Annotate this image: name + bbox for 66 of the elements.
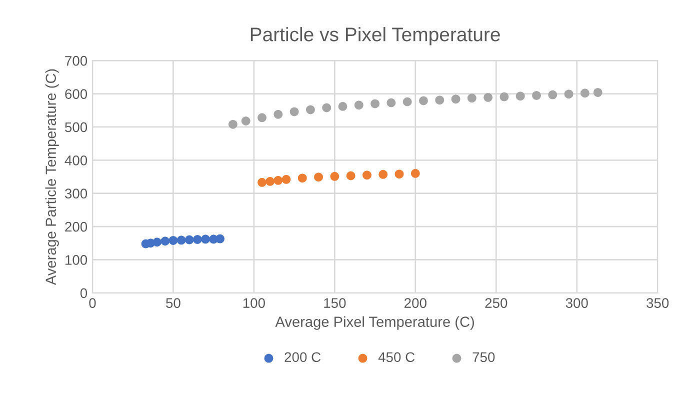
x-tick-label: 50: [166, 298, 180, 308]
point: [500, 92, 509, 102]
point: [532, 90, 541, 100]
y-tick-label: 700: [65, 56, 88, 66]
point: [410, 168, 420, 178]
y-tick-label: 0: [80, 288, 88, 298]
point: [228, 120, 238, 129]
y-tick-label: 500: [65, 122, 88, 132]
point: [258, 178, 267, 187]
y-tick-label: 200: [65, 222, 88, 232]
x-tick-label: 300: [566, 298, 588, 308]
point: [266, 176, 275, 186]
point: [216, 234, 225, 244]
point: [564, 90, 574, 99]
point: [330, 172, 340, 181]
x-tick-label: 150: [324, 298, 346, 308]
point: [274, 176, 283, 185]
point: [338, 102, 348, 111]
point: [160, 236, 170, 246]
point: [451, 94, 460, 104]
point: [484, 92, 493, 102]
point: [241, 116, 250, 126]
point: [274, 110, 283, 119]
x-axis-title: Average Pixel Temperature (C): [275, 316, 474, 330]
point: [168, 236, 178, 245]
point: [258, 113, 267, 122]
legend-label: 200 C: [284, 352, 321, 362]
point: [435, 96, 444, 105]
y-tick-label: 300: [64, 188, 88, 199]
point: [402, 97, 412, 106]
point: [346, 171, 356, 180]
point: [298, 174, 307, 183]
point: [192, 234, 202, 244]
x-tick-label: 250: [485, 298, 508, 308]
point: [593, 88, 602, 97]
point: [516, 92, 525, 101]
legend-label: 750: [472, 352, 495, 362]
point: [467, 94, 476, 103]
point: [306, 105, 315, 114]
point: [322, 103, 332, 112]
point: [354, 100, 364, 110]
y-axis-title: Average Particle Temperature (C): [45, 69, 59, 286]
x-tick-label: 350: [646, 298, 669, 308]
point: [282, 174, 291, 184]
point: [184, 235, 194, 244]
point: [152, 238, 162, 247]
point: [176, 236, 186, 245]
point: [394, 170, 404, 179]
legend-label: 450 C: [378, 352, 415, 362]
point: [314, 172, 324, 182]
point: [370, 99, 380, 108]
x-tick-label: 0: [89, 298, 96, 308]
y-tick-label: 100: [66, 255, 88, 265]
x-tick-label: 200: [404, 298, 426, 308]
y-tick-label: 400: [64, 155, 88, 166]
point: [548, 90, 558, 100]
point: [378, 170, 388, 179]
point: [201, 234, 210, 244]
x-tick-label: 100: [243, 298, 265, 308]
point: [290, 107, 299, 116]
point: [418, 96, 428, 106]
point: [580, 88, 590, 98]
point: [362, 170, 372, 180]
y-tick-label: 600: [65, 89, 88, 99]
chart-title: Particle vs Pixel Temperature: [250, 27, 500, 46]
point: [386, 98, 396, 108]
